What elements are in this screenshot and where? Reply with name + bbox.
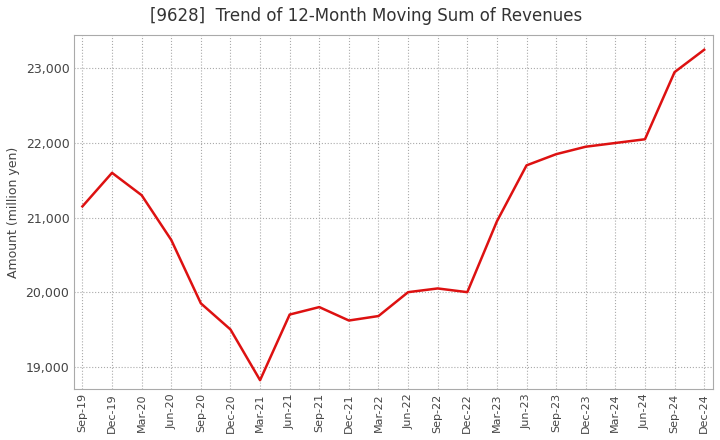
Y-axis label: Amount (million yen): Amount (million yen) (7, 147, 20, 278)
Text: [9628]  Trend of 12-Month Moving Sum of Revenues: [9628] Trend of 12-Month Moving Sum of R… (150, 7, 582, 25)
